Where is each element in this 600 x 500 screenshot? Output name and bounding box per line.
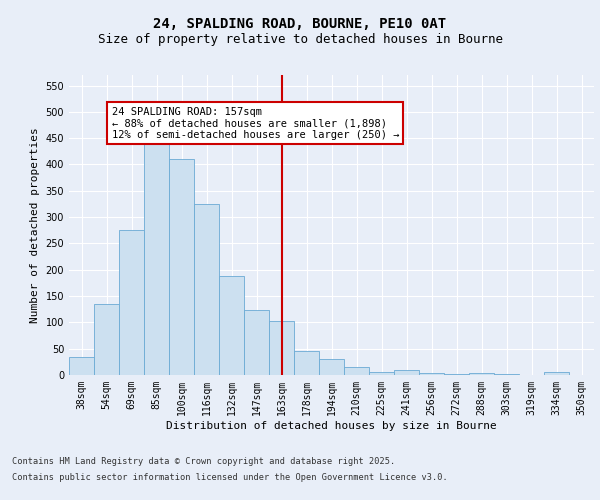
Text: 24 SPALDING ROAD: 157sqm
← 88% of detached houses are smaller (1,898)
12% of sem: 24 SPALDING ROAD: 157sqm ← 88% of detach… [112, 106, 399, 140]
Bar [69, 356, 94, 375]
Text: Contains public sector information licensed under the Open Government Licence v3: Contains public sector information licen… [12, 472, 448, 482]
Bar [119, 230, 144, 375]
Bar [269, 322, 294, 375]
Bar [469, 373, 494, 375]
Bar [169, 159, 194, 375]
Bar [369, 372, 394, 375]
Bar [244, 310, 269, 375]
Bar [544, 372, 569, 375]
Text: Contains HM Land Registry data © Crown copyright and database right 2025.: Contains HM Land Registry data © Crown c… [12, 458, 395, 466]
Text: 24, SPALDING ROAD, BOURNE, PE10 0AT: 24, SPALDING ROAD, BOURNE, PE10 0AT [154, 18, 446, 32]
Bar [219, 276, 244, 375]
Bar [394, 370, 419, 375]
Text: Size of property relative to detached houses in Bourne: Size of property relative to detached ho… [97, 32, 503, 46]
Bar [194, 204, 219, 375]
Bar [419, 373, 444, 375]
Bar [144, 138, 169, 375]
Bar [94, 304, 119, 375]
Bar [444, 374, 469, 375]
X-axis label: Distribution of detached houses by size in Bourne: Distribution of detached houses by size … [166, 420, 497, 430]
Bar [494, 374, 519, 375]
Bar [294, 351, 319, 375]
Y-axis label: Number of detached properties: Number of detached properties [30, 127, 40, 323]
Bar [344, 367, 369, 375]
Bar [319, 359, 344, 375]
